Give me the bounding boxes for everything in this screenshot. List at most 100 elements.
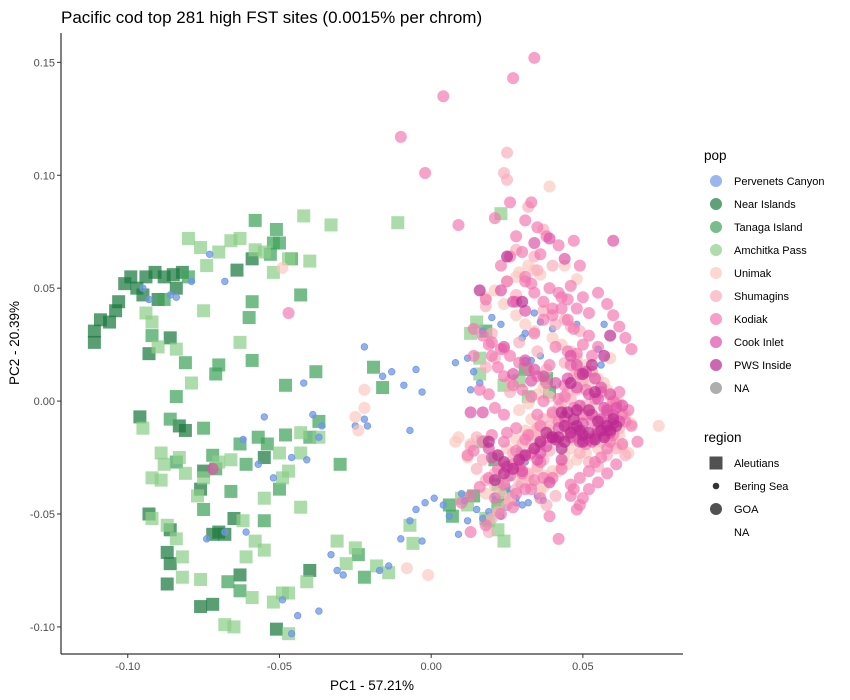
point-circle (470, 462, 483, 475)
point-small-circle (497, 320, 505, 329)
point-small-circle (412, 365, 420, 374)
point-square (272, 236, 286, 250)
point-circle (540, 426, 553, 439)
legend-pop-label: NA (734, 383, 750, 395)
point-square (172, 451, 186, 465)
point-circle (494, 284, 507, 297)
legend-pop-items: Pervenets Canyon Near Islands Tanaga Islan… (710, 175, 825, 395)
point-circle (501, 146, 514, 159)
point-circle (497, 370, 510, 383)
point-circle (537, 295, 550, 308)
point-circle (552, 532, 565, 545)
point-circle (482, 388, 495, 401)
point-circle (610, 401, 623, 414)
point-square (257, 543, 271, 557)
point-circle (501, 426, 514, 439)
point-circle (543, 358, 556, 371)
legend-region-label: Aleutians (734, 458, 780, 470)
point-square (133, 410, 147, 424)
point-square (272, 446, 286, 460)
point-circle (479, 293, 492, 306)
legend-pop-key (710, 359, 722, 371)
point-circle (589, 456, 602, 469)
point-square (233, 335, 247, 349)
point-circle (589, 386, 602, 399)
point-square (257, 514, 271, 528)
point-small-circle (418, 537, 426, 545)
point-circle (491, 361, 504, 374)
point-circle (504, 349, 517, 362)
point-circle (531, 264, 544, 277)
point-circle (513, 453, 526, 466)
point-square (227, 620, 241, 634)
point-circle (625, 343, 638, 356)
point-circle (528, 442, 541, 455)
point-circle (537, 304, 550, 317)
legend-region-items: Aleutians Bering Sea GOA NA (709, 456, 789, 539)
point-square (245, 295, 259, 309)
point-square (497, 534, 511, 548)
point-circle (613, 320, 626, 333)
point-small-circle (278, 596, 287, 604)
point-square (169, 281, 183, 295)
point-circle (528, 474, 541, 487)
point-small-circle (254, 460, 262, 469)
legend-pop-key (710, 221, 722, 233)
point-square (112, 295, 126, 309)
y-tick-label: 0.15 (34, 57, 55, 69)
point-circle (613, 386, 626, 399)
point-circle (501, 275, 514, 288)
point-circle (507, 295, 520, 308)
point-square (178, 356, 192, 370)
point-small-circle (187, 277, 196, 286)
point-square (300, 575, 314, 589)
legend-region-label: Bering Sea (734, 481, 789, 493)
point-small-circle (463, 517, 472, 525)
point-square (197, 421, 211, 435)
point-small-circle (472, 505, 481, 514)
point-circle (452, 218, 465, 231)
point-square (194, 600, 208, 614)
point-circle (488, 212, 501, 225)
point-circle (534, 492, 547, 505)
point-circle (525, 390, 538, 403)
point-square (206, 597, 220, 611)
point-circle (510, 309, 523, 322)
point-circle (531, 408, 544, 421)
point-small-circle (430, 494, 438, 502)
point-square (257, 245, 271, 259)
point-square (245, 591, 259, 605)
point-circle (546, 259, 559, 272)
point-circle (519, 304, 532, 317)
point-small-circle (524, 499, 532, 507)
point-square (248, 213, 262, 227)
point-circle (604, 329, 617, 342)
point-circle (552, 392, 565, 405)
point-square (279, 428, 293, 442)
point-circle (555, 462, 568, 475)
point-circle (543, 232, 556, 245)
point-circle (610, 419, 623, 432)
point-small-circle (454, 530, 463, 539)
point-small-circle (166, 291, 174, 299)
point-circle (564, 489, 577, 502)
point-square (160, 577, 174, 591)
point-circle (488, 474, 501, 487)
point-square (224, 484, 238, 498)
point-square (160, 518, 174, 532)
point-circle (497, 467, 510, 480)
point-circle (455, 496, 468, 509)
point-circle (619, 449, 632, 462)
point-circle (464, 526, 477, 539)
point-circle (558, 435, 571, 448)
point-square (154, 446, 168, 460)
x-tick-label: 0.05 (572, 661, 593, 673)
point-square (376, 381, 390, 395)
point-small-circle (303, 456, 311, 464)
point-circle (437, 90, 450, 103)
y-tick-label: 0.00 (34, 396, 55, 408)
point-small-circle (600, 320, 608, 329)
point-circle (510, 270, 523, 283)
point-small-circle (360, 343, 369, 351)
point-small-circle (145, 295, 153, 304)
